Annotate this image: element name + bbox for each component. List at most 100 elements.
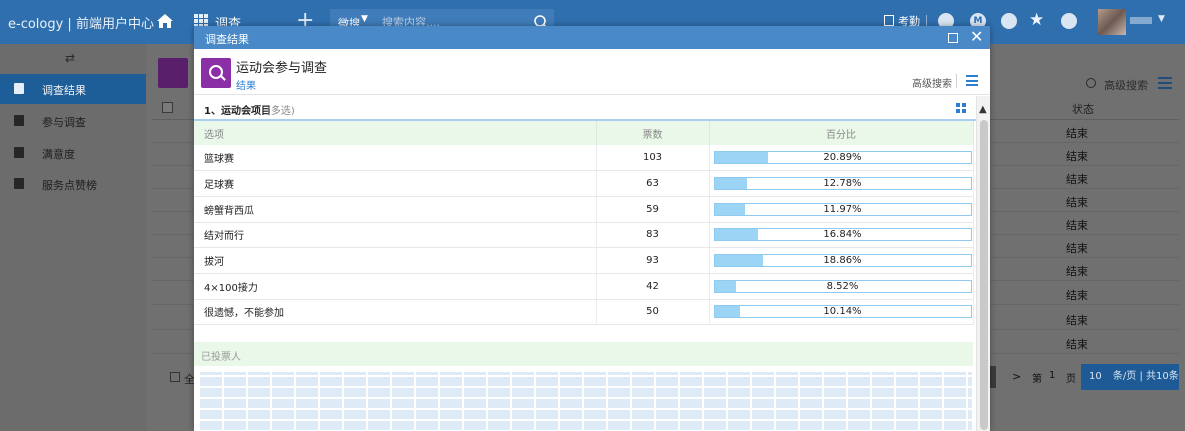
result-table: 选项 票数 百分比 篮球赛 103 20.89% 足球赛 63 12.78% 螃蟹背西瓜 59… [194, 121, 974, 326]
search-app-icon [201, 58, 231, 88]
more-icon[interactable] [1061, 13, 1077, 29]
page-title: 运动会参与调查 [236, 61, 328, 76]
sidebar-item-satisfaction[interactable]: 满意度 [0, 138, 146, 168]
sidebar-item-service-ranking[interactable]: 服务点赞榜 [0, 169, 146, 199]
voters-label: 已投票人 [201, 352, 241, 363]
divider [194, 119, 976, 121]
progress-bar: 11.97% [713, 202, 972, 216]
voters-list-blurred [200, 372, 972, 430]
percent-text: 16.84% [823, 229, 862, 241]
percent-cell: 10.14% [709, 299, 974, 326]
column-header-option: 选项 [194, 121, 597, 145]
progress-bar: 20.89% [713, 151, 972, 165]
progress-fill [714, 203, 746, 215]
divider [956, 74, 957, 88]
sidebar-item-join-survey[interactable]: 参与调查 [0, 106, 146, 136]
next-page-button[interactable]: > [1012, 370, 1022, 383]
percent-text: 10.14% [823, 306, 862, 318]
dialog-header: 运动会参与调查 结果 高级搜索 [194, 49, 990, 95]
status-cell: 结束 [1066, 219, 1088, 232]
column-header-status: 状态 [1072, 103, 1094, 116]
calendar-icon[interactable] [884, 15, 894, 26]
count-cell: 83 [596, 222, 710, 249]
progress-fill [714, 255, 763, 267]
option-cell: 螃蟹背西瓜 [194, 196, 597, 223]
page-size-select[interactable]: 10 条/页 | 共10条 [1081, 364, 1179, 390]
sidebar-item-label: 调查结果 [42, 84, 86, 97]
divider [926, 15, 927, 29]
question-title: 1、运动会项目 [204, 106, 271, 117]
option-cell: 4×100接力 [194, 273, 597, 300]
count-cell: 59 [596, 196, 710, 223]
count-cell: 50 [596, 299, 710, 326]
status-cell: 结束 [1066, 242, 1088, 255]
progress-bar: 18.86% [713, 254, 972, 268]
prev-page-button[interactable] [986, 366, 996, 388]
username-blurred[interactable] [1130, 17, 1152, 24]
select-all-checkbox[interactable] [170, 372, 180, 382]
star-icon[interactable]: ★ [1029, 10, 1045, 30]
tab-result[interactable]: 结果 [236, 81, 256, 92]
progress-fill [714, 229, 758, 241]
status-cell: 结束 [1066, 150, 1088, 163]
status-cell: 结束 [1066, 338, 1088, 351]
mail-icon[interactable]: M [970, 13, 986, 29]
status-cell: 结束 [1066, 127, 1088, 140]
menu-icon[interactable] [966, 75, 978, 86]
percent-text: 11.97% [823, 203, 862, 215]
survey-result-dialog: 调查结果 ✕ 运动会参与调查 结果 高级搜索 1、运动会项目 (多选) 选项 票… [194, 26, 990, 431]
table-row: 结对而行 83 16.84% [194, 222, 974, 249]
scroll-up-icon[interactable]: ▲ [979, 104, 987, 115]
search-icon[interactable] [1086, 78, 1096, 88]
page-size-value: 10 [1089, 371, 1102, 382]
sidebar-item-survey-results[interactable]: 调查结果 [0, 74, 146, 104]
progress-bar: 12.78% [713, 177, 972, 191]
result-content: 1、运动会项目 (多选) 选项 票数 百分比 篮球赛 103 20.89% 足球赛 63… [194, 96, 976, 431]
collapse-menu-icon[interactable]: ⇄ [65, 51, 76, 65]
status-cell: 结束 [1066, 314, 1088, 327]
grid-view-icon[interactable] [956, 103, 966, 113]
advanced-search-link[interactable]: 高级搜索 [912, 79, 952, 90]
option-cell: 足球赛 [194, 170, 597, 197]
percent-text: 20.89% [823, 152, 862, 164]
avatar[interactable] [1098, 9, 1126, 35]
chevron-down-icon[interactable]: ▼ [1158, 14, 1165, 24]
menu-icon[interactable] [1158, 77, 1172, 89]
chevron-down-icon[interactable]: ▼ [361, 14, 368, 24]
option-cell: 篮球赛 [194, 145, 597, 172]
progress-bar: 16.84% [713, 228, 972, 242]
bulb-icon[interactable] [938, 13, 954, 29]
progress-fill [714, 152, 768, 164]
advanced-search-link[interactable]: 高级搜索 [1104, 79, 1148, 92]
progress-fill [714, 178, 748, 190]
close-icon[interactable]: ✕ [970, 27, 984, 46]
dialog-title: 调查结果 [205, 33, 249, 46]
scrollbar-thumb[interactable] [980, 120, 988, 430]
pager-label: 第 [1032, 374, 1042, 385]
copy-icon [14, 178, 24, 189]
settings-icon[interactable] [1001, 13, 1017, 29]
dialog-titlebar[interactable]: 调查结果 ✕ [194, 26, 990, 49]
status-cell: 结束 [1066, 173, 1088, 186]
attendance-link[interactable]: 考勤 [898, 15, 920, 28]
count-cell: 103 [596, 145, 710, 172]
scrollbar[interactable]: ▲ [976, 96, 990, 431]
percent-text: 18.86% [823, 255, 862, 267]
pager-label: 页 [1066, 374, 1076, 385]
maximize-icon[interactable] [948, 33, 958, 43]
progress-bar: 8.52% [713, 279, 972, 293]
sidebar-item-label: 参与调查 [42, 116, 86, 129]
table-row: 螃蟹背西瓜 59 11.97% [194, 196, 974, 223]
home-icon[interactable] [156, 12, 174, 30]
count-cell: 42 [596, 273, 710, 300]
percent-cell: 11.97% [709, 196, 974, 223]
table-row: 很遗憾，不能参加 50 10.14% [194, 299, 974, 326]
select-all-checkbox[interactable] [162, 102, 173, 113]
progress-fill [714, 306, 741, 318]
voters-section-header: 已投票人 [194, 342, 973, 366]
table-row: 4×100接力 42 8.52% [194, 273, 974, 300]
column-header-count: 票数 [596, 121, 710, 145]
percent-cell: 12.78% [709, 170, 974, 197]
page-number-input[interactable]: 1 [1049, 370, 1056, 381]
brand-title[interactable]: e-cology | 前端用户中心 [8, 17, 154, 32]
